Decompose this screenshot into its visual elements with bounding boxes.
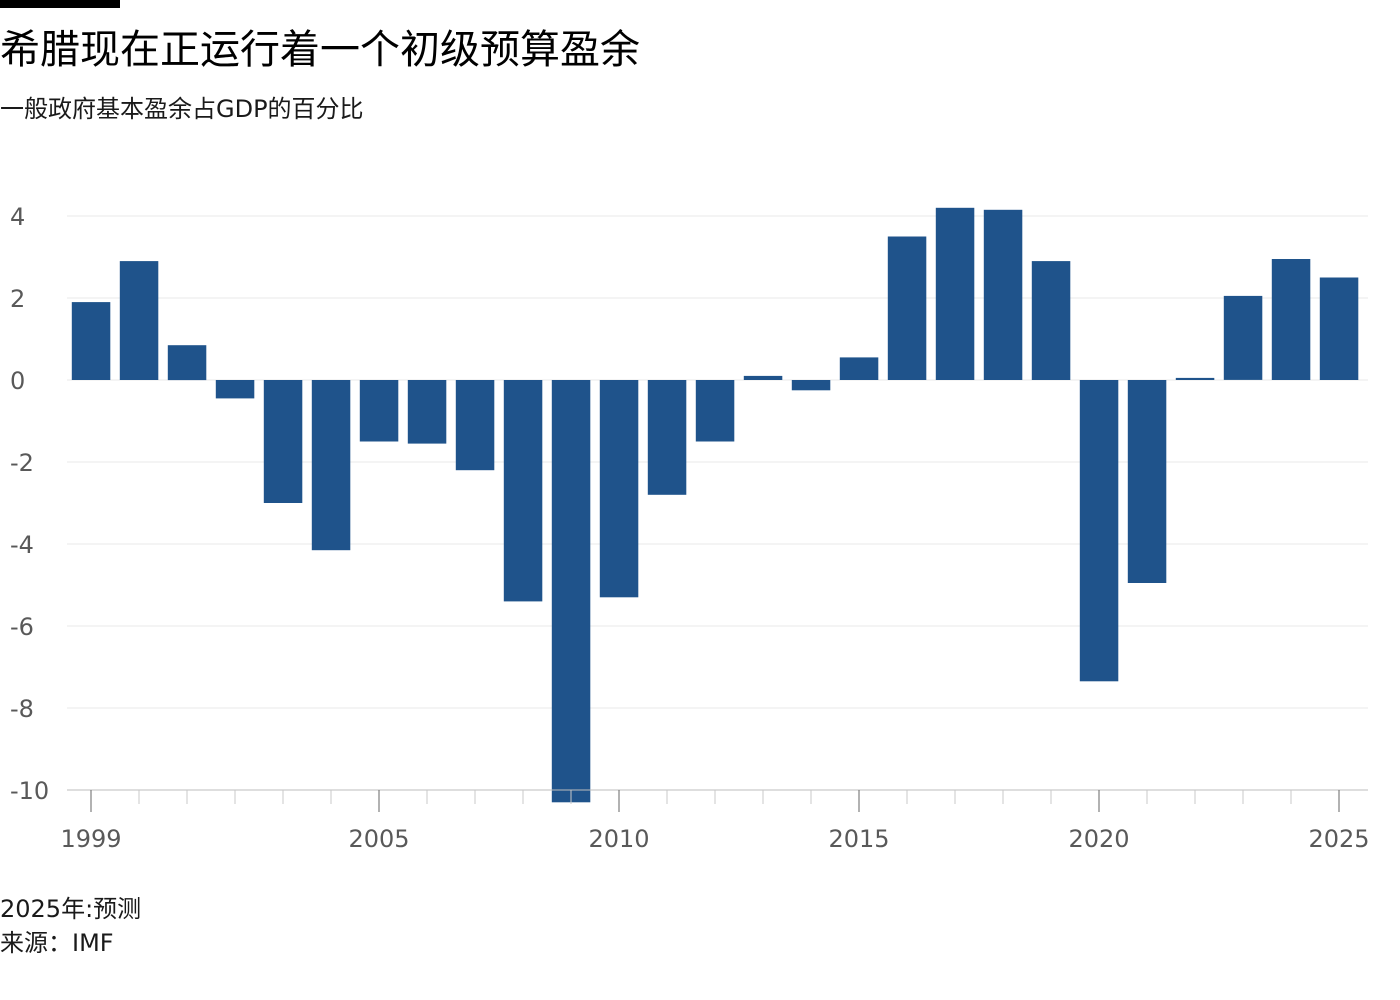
x-axis	[67, 789, 1368, 812]
x-axis-labels: 1999 2005 2010 2015 2020 2025	[60, 825, 1369, 853]
bar-2017	[935, 207, 975, 380]
y-tick-label: 0	[10, 367, 25, 395]
bar-2020	[1079, 380, 1119, 682]
bar-2023	[1223, 295, 1263, 380]
bar-2005	[359, 380, 399, 442]
x-tick-label: 2020	[1068, 825, 1129, 853]
bar-2010	[599, 380, 639, 598]
bar-2006	[407, 380, 447, 444]
footer: 2025年:预测 来源：IMF	[0, 892, 141, 960]
x-tick-label: 1999	[60, 825, 121, 853]
bar-2013	[743, 375, 783, 380]
bar-2024	[1271, 259, 1311, 380]
bar-2008	[503, 380, 543, 602]
bar-2007	[455, 380, 495, 471]
x-tick-label: 2005	[348, 825, 409, 853]
gridlines	[67, 215, 1368, 709]
y-tick-label: -4	[10, 531, 34, 559]
chart-subtitle: 一般政府基本盈余占GDP的百分比	[0, 95, 364, 123]
bar-2025	[1319, 277, 1359, 380]
y-tick-label: -6	[10, 613, 34, 641]
source-note: 来源：IMF	[0, 929, 114, 957]
y-tick-label: -8	[10, 695, 34, 723]
bar-2003	[263, 380, 303, 503]
y-tick-label: -10	[10, 777, 49, 805]
bar-2011	[647, 380, 687, 495]
bar-chart: 4 2 0 -2 -4 -6 -8 -10 1999 2005 2010 2015 2020 2025	[10, 203, 1370, 853]
bars	[71, 207, 1359, 803]
y-tick-label: -2	[10, 449, 34, 477]
forecast-note: 2025年:预测	[0, 895, 142, 923]
bar-2004	[311, 380, 351, 551]
x-tick-label: 2010	[588, 825, 649, 853]
bar-2021	[1127, 380, 1167, 583]
bar-2000	[119, 261, 159, 380]
bar-2018	[983, 209, 1023, 380]
bar-2022	[1175, 377, 1215, 380]
y-axis-labels: 4 2 0 -2 -4 -6 -8 -10	[10, 203, 49, 805]
x-tick-label: 2015	[828, 825, 889, 853]
bar-2014	[791, 380, 831, 391]
bar-2019	[1031, 261, 1071, 380]
chart-title: 希腊现在正运行着一个初级预算盈余	[0, 27, 640, 73]
x-tick-label: 2025	[1308, 825, 1369, 853]
top-rule	[0, 0, 120, 8]
bar-2012	[695, 380, 735, 442]
bar-2009	[551, 380, 591, 803]
bar-2001	[167, 345, 207, 381]
y-tick-label: 2	[10, 285, 25, 313]
bar-1999	[71, 302, 111, 380]
bar-2002	[215, 380, 255, 399]
bar-2016	[887, 236, 927, 380]
bar-2015	[839, 357, 879, 380]
y-tick-label: 4	[10, 203, 25, 231]
